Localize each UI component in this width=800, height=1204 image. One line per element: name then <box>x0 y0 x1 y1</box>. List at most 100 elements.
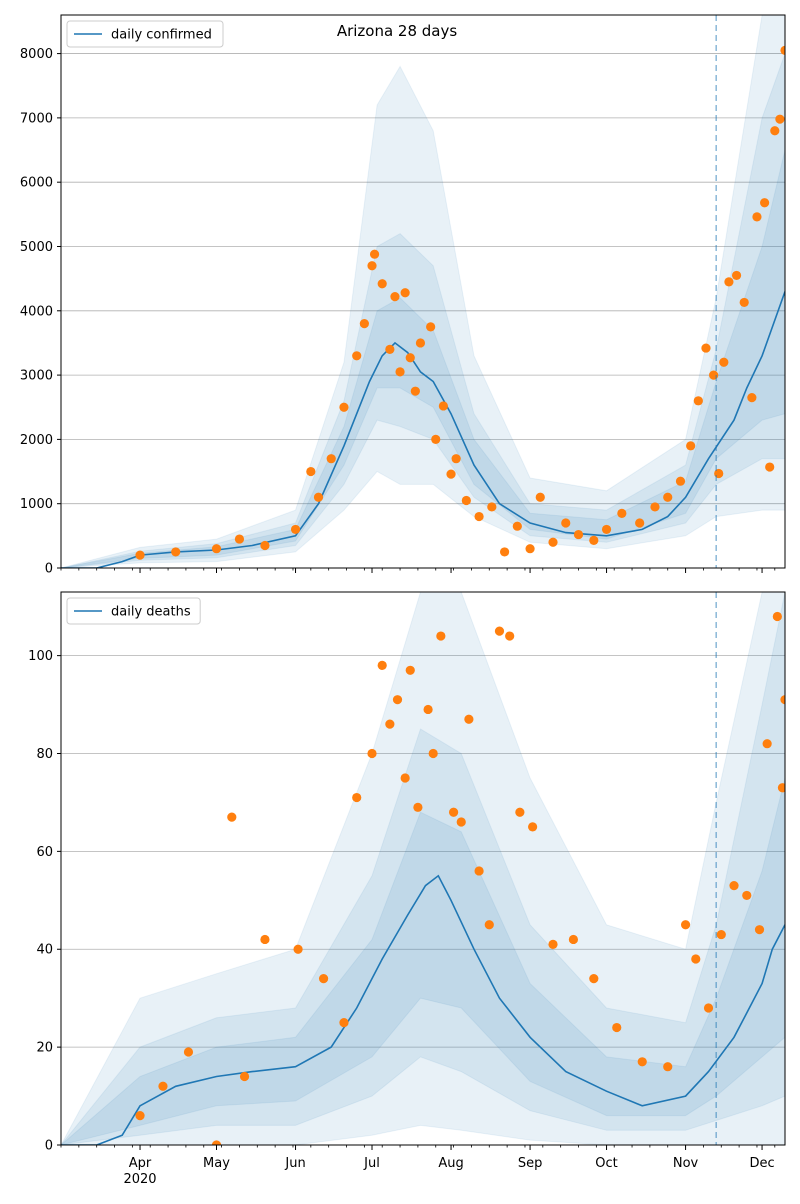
data-point <box>752 212 762 222</box>
legend-box <box>66 597 201 625</box>
data-point <box>568 934 579 945</box>
data-point <box>423 704 433 715</box>
data-point <box>158 1081 168 1091</box>
panel-daily-confirmed: 0 1000 2000 3000 4000 5000 6000 7000 8000 daily c… <box>20 14 786 577</box>
data-point <box>352 351 362 361</box>
data-point <box>573 529 584 540</box>
data-point <box>515 807 525 817</box>
data-point <box>405 665 415 675</box>
data-point <box>499 547 510 557</box>
data-point <box>589 535 599 545</box>
data-point <box>306 466 316 477</box>
data-point <box>410 386 420 396</box>
data-point <box>390 292 400 302</box>
data-point <box>525 544 535 554</box>
legend: daily confirmed <box>66 20 224 48</box>
data-point <box>729 881 739 891</box>
y-tick-label: 20 <box>36 1041 53 1056</box>
data-point <box>211 544 222 554</box>
data-point <box>663 492 673 502</box>
data-point <box>377 660 387 671</box>
data-point <box>448 807 459 817</box>
data-point <box>754 925 765 935</box>
data-point <box>461 495 471 506</box>
plot-area <box>61 15 785 568</box>
uncertainty-band <box>61 592 785 1145</box>
y-tick-label: 2000 <box>20 433 53 448</box>
data-point <box>415 338 426 348</box>
y-tick-label: 60 <box>36 845 53 860</box>
data-point <box>426 322 436 332</box>
data-point <box>438 401 448 411</box>
panel-daily-deaths: 0 20 40 60 80 100 Apr May Jun Jul Aug Sep Oct Nov Dec 2… <box>28 591 786 1187</box>
data-point <box>635 518 645 528</box>
data-point <box>765 462 775 472</box>
data-point <box>528 822 538 832</box>
x-year-label: 2020 <box>123 1172 156 1187</box>
y-tick-label: 7000 <box>20 111 53 126</box>
data-point <box>456 817 466 827</box>
data-point <box>377 279 387 289</box>
plot-area <box>61 592 785 1145</box>
series-line <box>61 874 785 1145</box>
data-point <box>747 392 757 403</box>
y-tick-label: 80 <box>36 747 53 762</box>
data-point <box>431 434 441 444</box>
data-point <box>777 783 785 793</box>
data-point <box>227 812 237 822</box>
data-point <box>339 1018 349 1028</box>
data-point <box>487 502 497 512</box>
data-point <box>135 1111 145 1121</box>
data-point <box>719 357 729 367</box>
data-point <box>775 114 785 124</box>
data-point <box>548 537 558 547</box>
data-point <box>474 511 484 522</box>
x-tick-label: Sep <box>518 1156 543 1171</box>
data-point <box>691 954 701 964</box>
uncertainty-band <box>61 592 785 1145</box>
data-point <box>474 866 484 876</box>
data-point <box>436 631 446 641</box>
data-point <box>617 508 627 518</box>
data-point <box>318 974 329 984</box>
y-tick-label: 0 <box>45 1139 53 1154</box>
uncertainty-band <box>61 149 785 568</box>
y-tick-label: 4000 <box>20 304 53 319</box>
data-point <box>395 367 405 377</box>
legend-box <box>66 20 224 48</box>
data-point <box>392 695 403 705</box>
data-point <box>400 288 410 298</box>
axes-frame <box>60 14 786 569</box>
data-point <box>675 476 686 486</box>
data-point <box>505 631 515 641</box>
data-point <box>762 739 772 749</box>
data-point <box>367 261 377 271</box>
data-point <box>780 695 785 705</box>
data-point <box>171 547 181 557</box>
y-tick-label: 3000 <box>20 369 53 384</box>
data-point <box>234 534 245 544</box>
axes-frame <box>60 591 786 1146</box>
data-point <box>367 748 377 759</box>
data-point <box>385 344 395 354</box>
y-tick-label: 5000 <box>20 240 53 255</box>
x-tick-label: Apr <box>129 1156 152 1171</box>
data-point <box>716 929 726 940</box>
y-tick-label: 8000 <box>20 47 53 62</box>
x-tick-label: Dec <box>749 1156 774 1171</box>
data-point <box>484 920 494 930</box>
data-point <box>612 1022 622 1033</box>
data-point <box>293 944 303 954</box>
data-point <box>446 469 456 479</box>
data-point <box>313 492 324 502</box>
data-point <box>693 396 703 406</box>
data-point <box>561 518 571 528</box>
data-point <box>742 890 752 901</box>
x-tick-label: May <box>203 1156 230 1171</box>
uncertainty-band <box>61 777 785 1145</box>
legend: daily deaths <box>66 597 201 625</box>
data-point <box>637 1057 647 1067</box>
data-point <box>359 319 369 329</box>
